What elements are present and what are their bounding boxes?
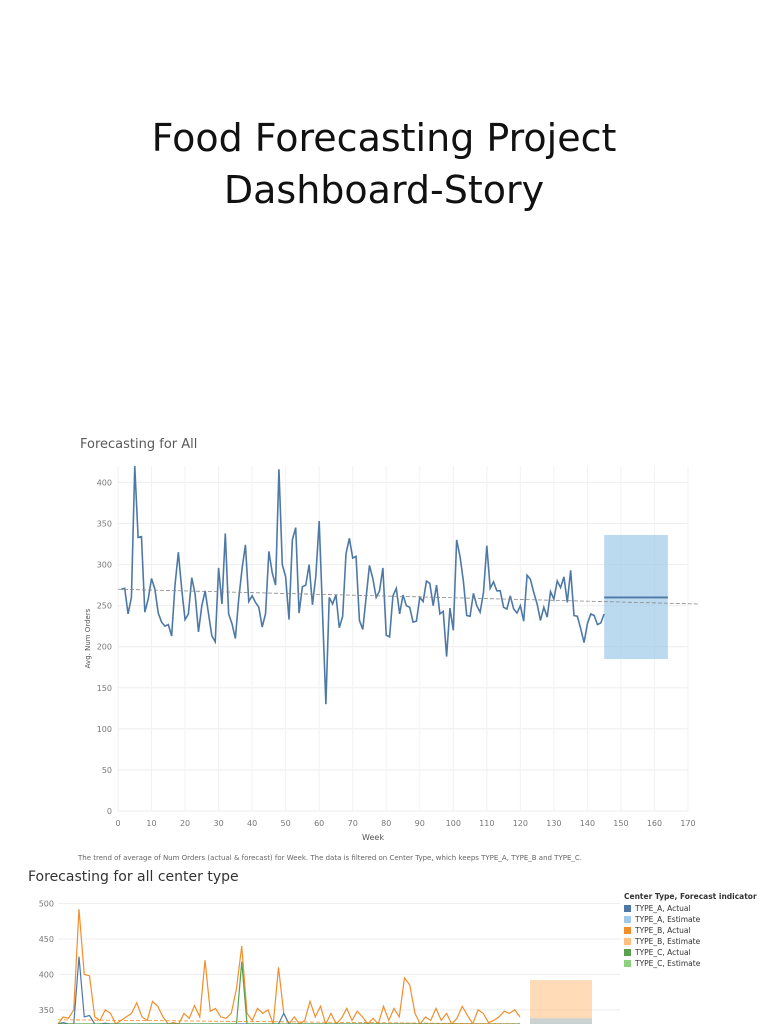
legend-label: TYPE_A, Actual — [635, 904, 691, 913]
x-tick-label: 80 — [381, 819, 391, 828]
actual-series-line — [121, 465, 605, 705]
x-tick-label: 160 — [647, 819, 662, 828]
legend-swatch — [624, 927, 631, 934]
y-tick-label: 400 — [97, 478, 112, 487]
slide-title-line1: Food Forecasting Project — [151, 116, 617, 160]
x-tick-label: 130 — [546, 819, 561, 828]
series-line — [57, 956, 520, 1024]
x-tick-label: 50 — [281, 819, 291, 828]
y-tick-label: 450 — [39, 935, 54, 944]
forecast-all-chart: 0 50 100 150 200 250 300 350 400 0 10 20 30 40 50 60 70 8… — [84, 465, 698, 842]
y-axis-label: Avg. Num Orders — [84, 608, 92, 668]
y-tick-label: 350 — [39, 1006, 54, 1015]
y-tick-label: 150 — [97, 684, 112, 693]
slide-title-line2: Dashboard-Story — [223, 168, 545, 212]
y-tick-label: 350 — [97, 520, 112, 529]
y-tick-label: 400 — [39, 970, 54, 979]
chart2-title: Forecasting for all center type — [28, 869, 239, 885]
legend-label: TYPE_C, Estimate — [635, 959, 701, 968]
forecast-band — [530, 1018, 592, 1024]
forecast-center-type-chart: 350 400 450 500 — [39, 900, 620, 1024]
legend-item[interactable]: TYPE_C, Estimate — [624, 958, 757, 969]
y-tick-label: 300 — [97, 561, 112, 570]
x-tick-label: 90 — [415, 819, 425, 828]
legend-item[interactable]: TYPE_B, Actual — [624, 925, 757, 936]
legend-swatch — [624, 938, 631, 945]
legend-item[interactable]: TYPE_A, Estimate — [624, 914, 757, 925]
trend-line — [117, 588, 698, 605]
y-tick-label: 100 — [97, 725, 112, 734]
legend-item[interactable]: TYPE_B, Estimate — [624, 936, 757, 947]
x-tick-label: 0 — [115, 819, 120, 828]
legend-swatch — [624, 949, 631, 956]
x-tick-label: 60 — [314, 819, 324, 828]
series-line — [57, 909, 521, 1024]
legend-swatch — [624, 960, 631, 967]
x-tick-label: 70 — [348, 819, 358, 828]
y-tick-label: 50 — [102, 766, 112, 775]
legend-label: TYPE_A, Estimate — [635, 915, 701, 924]
x-tick-label: 110 — [479, 819, 494, 828]
legend-item[interactable]: TYPE_A, Actual — [624, 903, 757, 914]
chart1-caption: The trend of average of Num Orders (actu… — [78, 854, 582, 862]
trend-line — [57, 1019, 521, 1024]
y-tick-label: 500 — [39, 900, 54, 909]
x-axis-label: Week — [362, 833, 384, 842]
x-tick-label: 10 — [146, 819, 156, 828]
series-line — [58, 961, 520, 1024]
legend-swatch — [624, 916, 631, 923]
x-tick-label: 20 — [180, 819, 190, 828]
y-tick-label: 0 — [107, 807, 112, 816]
forecast-band — [530, 980, 592, 1024]
x-tick-label: 150 — [613, 819, 628, 828]
x-tick-label: 40 — [247, 819, 257, 828]
legend-label: TYPE_C, Actual — [635, 948, 691, 957]
chart2-legend: Center Type, Forecast indicator TYPE_A, … — [624, 892, 757, 969]
y-tick-label: 200 — [97, 643, 112, 652]
slide-title: Food Forecasting Project Dashboard-Story — [0, 112, 768, 216]
legend-swatch — [624, 905, 631, 912]
x-tick-label: 140 — [580, 819, 595, 828]
y-tick-label: 250 — [97, 602, 112, 611]
x-tick-label: 170 — [680, 819, 695, 828]
legend-label: TYPE_B, Actual — [635, 926, 691, 935]
legend-label: TYPE_B, Estimate — [635, 937, 701, 946]
chart1-title: Forecasting for All — [80, 437, 198, 452]
legend-title: Center Type, Forecast indicator — [624, 892, 757, 901]
legend-item[interactable]: TYPE_C, Actual — [624, 947, 757, 958]
x-tick-label: 100 — [446, 819, 461, 828]
x-tick-label: 30 — [213, 819, 223, 828]
x-tick-label: 120 — [513, 819, 528, 828]
